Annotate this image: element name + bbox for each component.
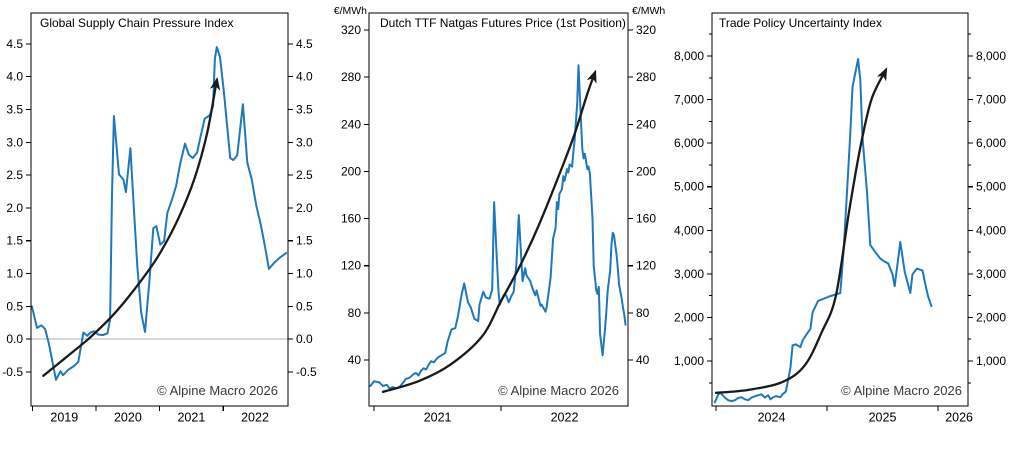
y-tick-label-right: 120	[636, 259, 656, 273]
y-tick-label-left: 200	[341, 164, 361, 178]
x-tick-label: 2025	[869, 411, 897, 425]
y-tick-label-right: 160	[636, 212, 656, 226]
y-tick-label-right: 240	[636, 117, 656, 131]
y-tick-label-left: -0.5	[2, 365, 23, 379]
y-tick-label-right: 0.5	[296, 299, 313, 313]
y-tick-label-left: 5,000	[674, 180, 704, 194]
y-tick-label-left: 4.5	[6, 37, 23, 51]
y-tick-label-left: 3.0	[6, 135, 23, 149]
x-tick-label: 2022	[551, 411, 579, 425]
chart-title-tpu: Trade Policy Uncertainty Index	[719, 16, 882, 30]
x-tick-label: 2024	[758, 411, 786, 425]
y-tick-label-left: 4,000	[674, 223, 704, 237]
y-tick-label-left: 1.0	[6, 267, 23, 281]
y-tick-label-right: 2.0	[296, 201, 313, 215]
y-tick-label-left: 0.5	[6, 299, 23, 313]
y-tick-label-left: 4.0	[6, 70, 23, 84]
trend-curve	[42, 78, 218, 377]
watermark-gscpi: © Alpine Macro 2026	[157, 383, 278, 398]
series-line-ttf	[369, 64, 627, 390]
watermark-tpu: © Alpine Macro 2026	[841, 383, 962, 398]
y-tick-label-left: 6,000	[674, 136, 704, 150]
y-tick-label-right: 4.0	[296, 70, 313, 84]
y-tick-label-left: 120	[341, 259, 361, 273]
chart-panel-tpu: 1,000 1,000 2,000 2,000 3,000 3,000 4,000 4,000…	[674, 12, 1006, 425]
y-tick-label-right: 200	[636, 164, 656, 178]
y-tick-label-left: 0.0	[6, 332, 23, 346]
x-tick-label: 2026	[945, 411, 973, 425]
axis-box	[711, 12, 969, 407]
y-tick-label-left: 240	[341, 117, 361, 131]
trend-curve	[381, 71, 597, 394]
y-tick-label-right: 8,000	[976, 49, 1006, 63]
y-tick-label-right: 320	[636, 23, 656, 37]
trend-arrowhead	[876, 67, 888, 82]
y-tick-label-right: 3,000	[976, 267, 1006, 281]
trend-arrowhead	[586, 69, 597, 84]
y-tick-label-right: 1,000	[976, 354, 1006, 368]
y-tick-label-right: 280	[636, 70, 656, 84]
x-tick-label: 2020	[114, 411, 142, 425]
chart-panel-ttf: 40 40 80 80 120 120 160 160 200 200 240 240 280 280 32…	[341, 12, 656, 425]
y-tick-label-right: 4,000	[976, 223, 1006, 237]
x-tick-label: 2021	[424, 411, 452, 425]
x-tick-label: 2019	[50, 411, 78, 425]
y-tick-label-left: 8,000	[674, 49, 704, 63]
trend-curve	[714, 68, 887, 394]
y-tick-label-right: 2,000	[976, 310, 1006, 324]
y-tick-label-right: 80	[636, 306, 650, 320]
y-tick-label-right: 2.5	[296, 168, 313, 182]
y-tick-label-right: 4.5	[296, 37, 313, 51]
y-tick-label-left: 280	[341, 70, 361, 84]
y-tick-label-right: 1.0	[296, 267, 313, 281]
y-tick-label-left: 40	[348, 353, 362, 367]
y-tick-label-left: 160	[341, 212, 361, 226]
chart-title-gscpi: Global Supply Chain Pressure Index	[40, 16, 234, 30]
y-axis-unit-right: €/MWh	[632, 5, 666, 17]
y-tick-label-left: 1,000	[674, 354, 704, 368]
y-tick-label-left: 2.5	[6, 168, 23, 182]
y-tick-label-right: 0.0	[296, 332, 313, 346]
y-tick-label-left: 2,000	[674, 310, 704, 324]
series-line-tpu	[713, 58, 933, 404]
y-tick-label-left: 3.5	[6, 102, 23, 116]
y-tick-label-left: 1.5	[6, 234, 23, 248]
y-tick-label-left: 2.0	[6, 201, 23, 215]
y-tick-label-right: 6,000	[976, 136, 1006, 150]
y-tick-label-left: 7,000	[674, 93, 704, 107]
watermark-ttf: © Alpine Macro 2026	[498, 383, 619, 398]
series-line-gscpi	[30, 46, 288, 381]
y-tick-label-left: 3,000	[674, 267, 704, 281]
y-tick-label-right: 5,000	[976, 180, 1006, 194]
y-tick-label-right: 1.5	[296, 234, 313, 248]
chart-panel-gscpi: -0.5 -0.5 0.0 0.0 0.5 0.5 1.0 1.0 1.5 1.5 2.0 2.0 2.…	[2, 12, 317, 425]
x-tick-label: 2022	[241, 411, 269, 425]
y-tick-label-left: 320	[341, 23, 361, 37]
y-axis-unit-left: €/MWh	[333, 5, 367, 17]
chart-title-ttf: Dutch TTF Natgas Futures Price (1st Posi…	[380, 16, 626, 30]
y-tick-label-right: -0.5	[296, 365, 317, 379]
y-tick-label-right: 7,000	[976, 93, 1006, 107]
trend-arrowhead	[209, 77, 221, 91]
axis-box	[368, 12, 629, 407]
axis-box	[30, 12, 289, 407]
y-tick-label-right: 40	[636, 353, 650, 367]
x-tick-label: 2021	[177, 411, 205, 425]
y-tick-label-left: 80	[348, 306, 362, 320]
y-tick-label-right: 3.5	[296, 102, 313, 116]
y-tick-label-right: 3.0	[296, 135, 313, 149]
